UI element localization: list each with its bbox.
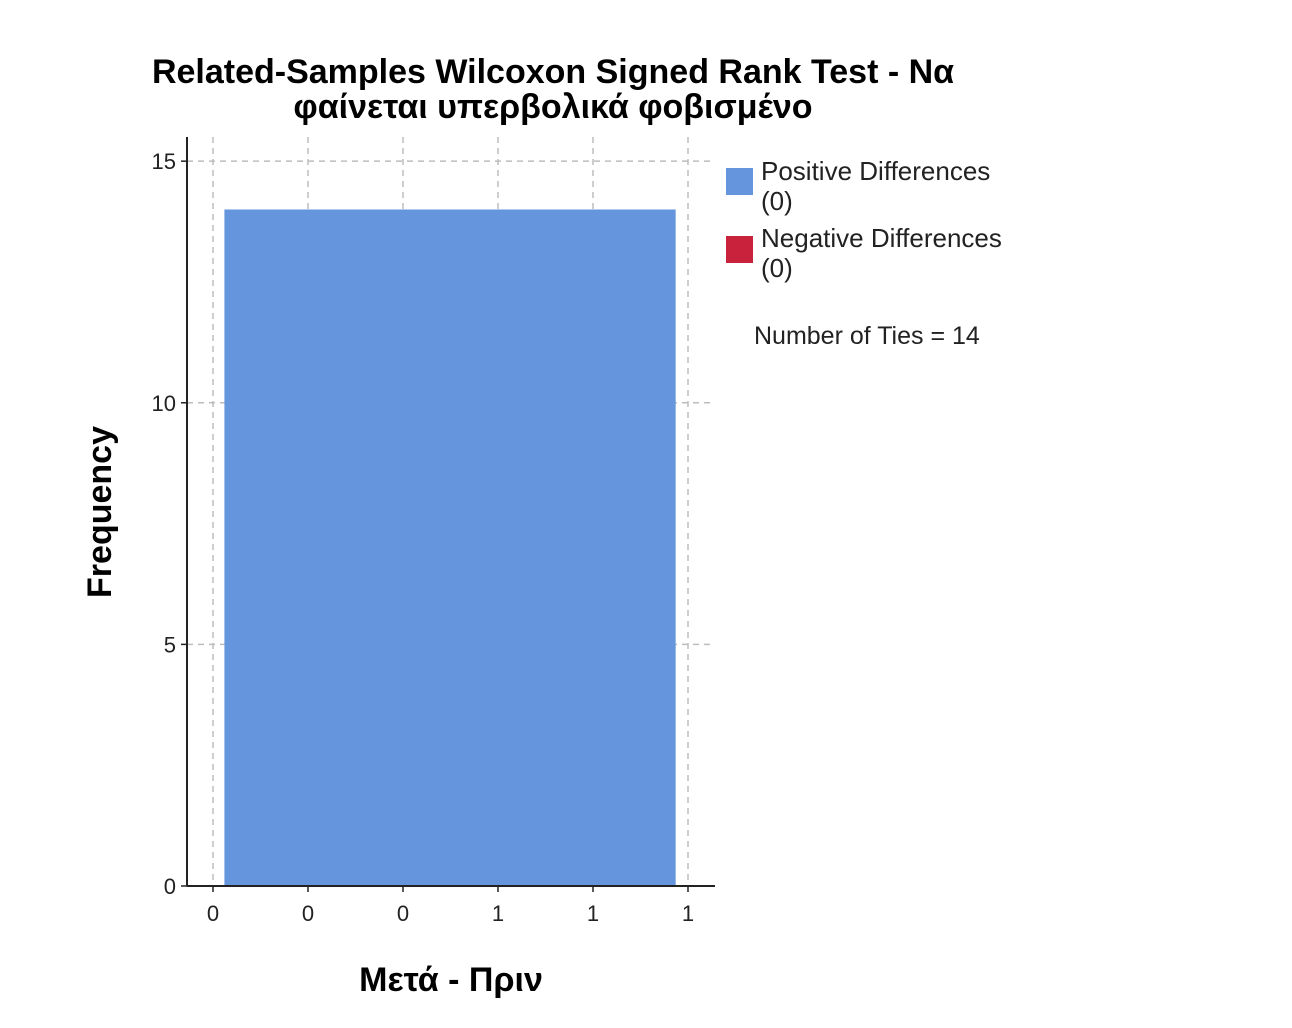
x-tick-label: 1 bbox=[587, 901, 599, 926]
legend-label-positive: Positive Differences bbox=[761, 156, 990, 186]
x-axis-title: Μετά - Πριν bbox=[359, 961, 543, 999]
legend: Positive Differences (0) Negative Differ… bbox=[726, 156, 1002, 283]
ties-annotation: Number of Ties = 14 bbox=[754, 322, 980, 350]
bars bbox=[224, 209, 676, 886]
y-tick-label: 5 bbox=[164, 632, 176, 657]
x-tick-label: 0 bbox=[397, 901, 409, 926]
legend-count-negative: (0) bbox=[761, 253, 793, 283]
x-tick-label: 1 bbox=[492, 901, 504, 926]
y-tick-label: 15 bbox=[152, 149, 176, 174]
x-tick-label: 0 bbox=[207, 901, 219, 926]
legend-swatch-negative bbox=[726, 236, 753, 263]
x-tick-label: 0 bbox=[302, 901, 314, 926]
x-ticks: 0 0 0 1 1 1 bbox=[207, 886, 694, 926]
chart-title-line-2: φαίνεται υπερβολικά φοβισμένο bbox=[293, 88, 812, 126]
x-tick-label: 1 bbox=[682, 901, 694, 926]
y-ticks: 0 5 10 15 bbox=[152, 149, 187, 899]
y-tick-label: 0 bbox=[164, 874, 176, 899]
chart-title-line-1: Related-Samples Wilcoxon Signed Rank Tes… bbox=[152, 53, 954, 91]
y-axis-title: Frequency bbox=[81, 426, 119, 598]
legend-swatch-positive bbox=[726, 168, 753, 195]
y-tick-label: 10 bbox=[152, 391, 176, 416]
histogram-bar bbox=[224, 209, 676, 886]
legend-count-positive: (0) bbox=[761, 186, 793, 216]
legend-label-negative: Negative Differences bbox=[761, 223, 1002, 253]
